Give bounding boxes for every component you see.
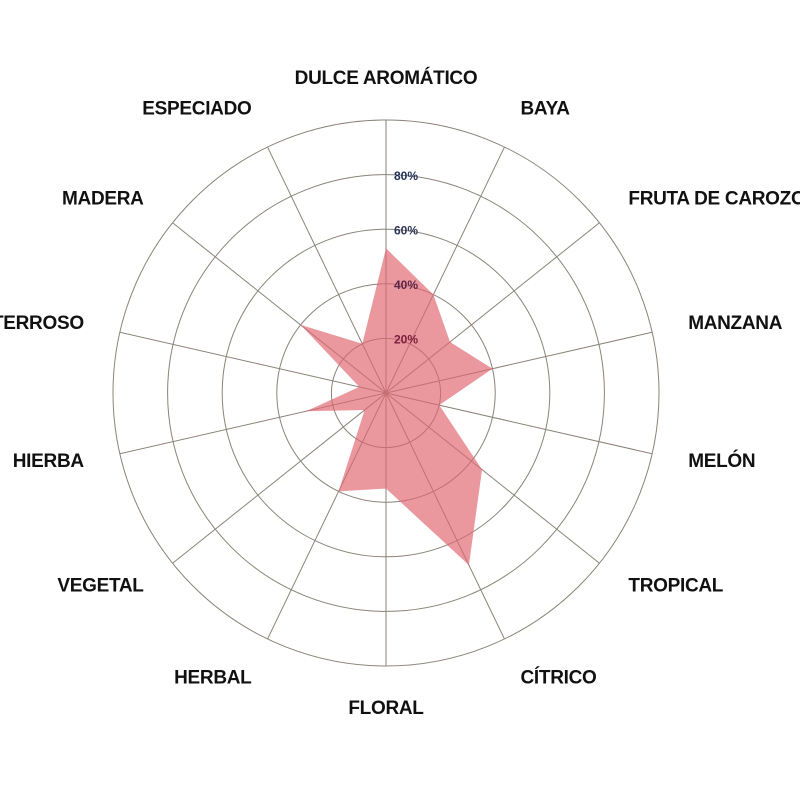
data-point <box>481 468 483 471</box>
data-point <box>338 490 340 492</box>
data-point <box>438 404 440 406</box>
category-label: TERROSO <box>0 313 84 334</box>
grid-spoke <box>119 331 387 394</box>
category-label: FRUTA DE CAROZO <box>628 189 800 210</box>
category-label: HERBAL <box>174 667 252 688</box>
series-layer <box>300 247 494 566</box>
category-label: MELÓN <box>688 450 755 472</box>
category-labels: DULCE AROMÁTICO BAYA FRUTA DE CAROZO MANZAN… <box>0 67 800 719</box>
ring-tick-label: 80% <box>394 169 418 183</box>
ring-tick-labels: 20% 40% 60% 80% <box>394 169 418 347</box>
series-area <box>300 248 493 566</box>
category-label: CÍTRICO <box>521 666 597 688</box>
data-point <box>361 343 363 345</box>
data-point <box>364 409 366 411</box>
category-label: BAYA <box>521 99 571 120</box>
grid-spoke <box>172 392 387 564</box>
ring-tick-label: 40% <box>394 278 418 292</box>
category-label: TROPICAL <box>628 575 723 596</box>
category-label: HIERBA <box>13 451 85 472</box>
data-point <box>300 324 302 326</box>
category-label: MADERA <box>62 189 144 210</box>
data-point <box>385 487 387 490</box>
data-point <box>468 564 470 566</box>
data-point <box>305 410 307 412</box>
category-label: DULCE AROMÁTICO <box>295 67 478 89</box>
category-label: MANZANA <box>688 313 783 334</box>
data-point <box>385 247 387 249</box>
category-label: VEGETAL <box>57 575 144 596</box>
category-label: ESPECIADO <box>142 99 251 120</box>
data-point <box>491 368 494 370</box>
ring-tick-label: 60% <box>394 223 418 237</box>
category-label: FLORAL <box>348 698 424 719</box>
data-point <box>358 386 360 388</box>
data-point <box>449 341 451 343</box>
ring-tick-label: 20% <box>394 333 418 347</box>
data-point <box>432 294 434 296</box>
